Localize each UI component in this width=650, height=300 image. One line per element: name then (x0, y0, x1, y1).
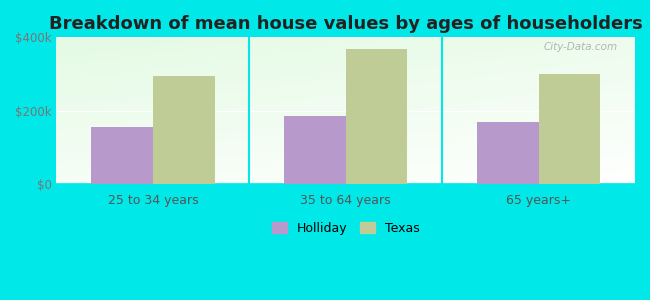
Bar (153, 76, 215, 184)
Bar (346, 49, 408, 184)
Bar (477, 122, 539, 184)
Legend: Holliday, Texas: Holliday, Texas (266, 217, 424, 240)
Bar (284, 116, 346, 184)
Title: Breakdown of mean house values by ages of householders: Breakdown of mean house values by ages o… (49, 15, 643, 33)
Bar (91, 127, 153, 184)
Text: City-Data.com: City-Data.com (543, 42, 618, 52)
Bar (539, 74, 601, 184)
